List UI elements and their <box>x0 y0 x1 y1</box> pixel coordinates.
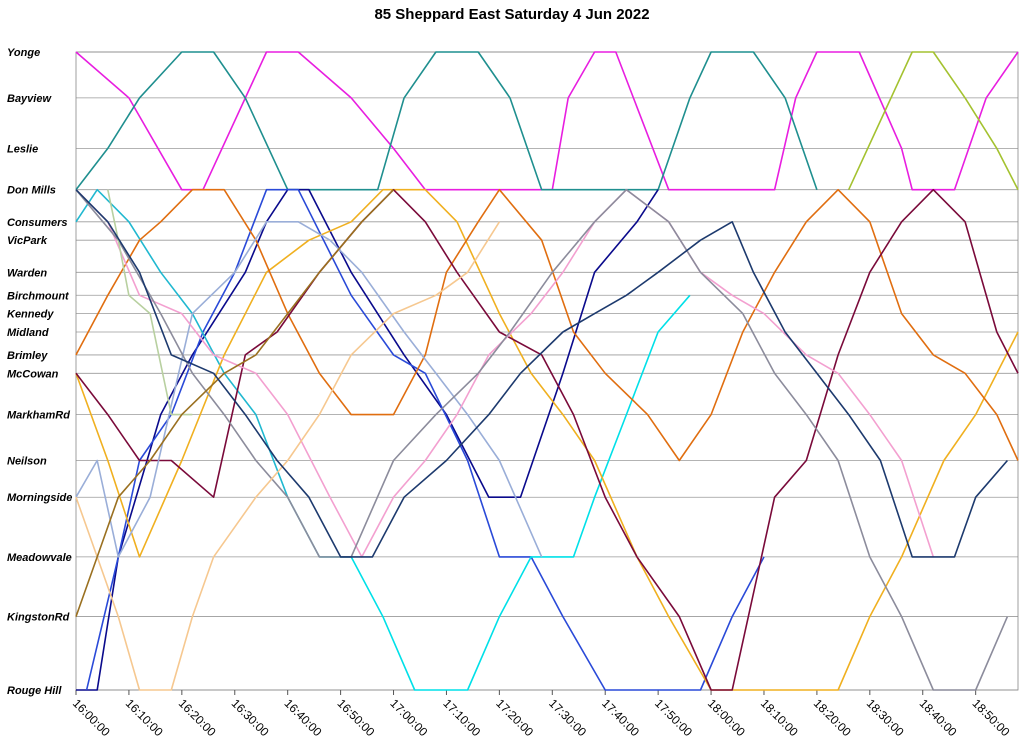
chart-title: 85 Sheppard East Saturday 4 Jun 2022 <box>374 6 650 23</box>
x-tick-label: 18:00:00 <box>705 696 748 739</box>
x-tick-label: 16:10:00 <box>123 696 166 739</box>
x-tick-label: 17:00:00 <box>387 696 430 739</box>
vehicle-trace <box>75 221 543 558</box>
x-tick-label: 16:30:00 <box>229 696 272 739</box>
vehicle-trace <box>75 188 1019 691</box>
vehicle-trace <box>107 189 193 416</box>
vehicle-trace <box>75 51 1019 191</box>
stop-label: Leslie <box>7 143 38 155</box>
stop-label: Midland <box>7 327 49 339</box>
stop-labels: Yonge Bayview Leslie Don Mills Consumers VicP… <box>7 47 72 697</box>
x-tick-label: 18:50:00 <box>970 696 1013 739</box>
stop-label: McCowan <box>7 368 59 380</box>
x-tick-label: 16:40:00 <box>282 696 325 739</box>
stop-label: Meadowvale <box>7 552 72 564</box>
series-layer <box>75 51 1019 691</box>
vehicle-trace <box>75 189 1009 558</box>
x-tick-label: 17:50:00 <box>652 696 695 739</box>
vehicle-trace <box>75 189 395 617</box>
x-tick-label: 17:20:00 <box>493 696 536 739</box>
stop-label: Morningside <box>7 492 72 504</box>
stop-label: Birchmount <box>7 290 70 302</box>
plot-frame <box>75 51 1019 691</box>
x-tick-label: 17:30:00 <box>546 696 589 739</box>
vehicle-trace <box>75 188 1019 691</box>
x-tick-label: 18:10:00 <box>758 696 801 739</box>
vehicle-trace <box>75 188 1019 462</box>
x-tick-label: 16:50:00 <box>334 696 377 739</box>
vehicle-trace <box>75 221 501 691</box>
x-tick-label: 16:00:00 <box>70 696 113 739</box>
x-tick-label: 17:10:00 <box>440 696 483 739</box>
stop-label: Don Mills <box>7 185 56 197</box>
stop-label: Yonge <box>7 47 40 59</box>
x-tick-label: 18:30:00 <box>864 696 907 739</box>
stop-label: Bayview <box>7 93 52 105</box>
vehicle-trace <box>75 188 1009 691</box>
stop-label: Brimley <box>7 350 48 362</box>
x-tick-label: 16:20:00 <box>176 696 219 739</box>
vehicle-trace <box>847 51 1019 191</box>
stop-label: KingstonRd <box>7 612 70 624</box>
stop-label: MarkhamRd <box>7 410 70 422</box>
x-tick-label: 18:20:00 <box>811 696 854 739</box>
stop-label: Kennedy <box>7 309 54 321</box>
stop-label: Neilson <box>7 456 47 468</box>
vehicle-trace <box>319 294 691 691</box>
x-tick-label: 18:40:00 <box>917 696 960 739</box>
stop-label: VicPark <box>7 235 48 247</box>
stop-label: Warden <box>7 267 47 279</box>
time-labels: 16:00:00 16:10:00 16:20:00 16:30:00 16:40:00… <box>70 696 1013 739</box>
vehicle-trace <box>75 188 935 558</box>
stop-label: Consumers <box>7 217 68 229</box>
x-tick-label: 17:40:00 <box>599 696 642 739</box>
stop-label: Rouge Hill <box>7 685 62 697</box>
vehicle-trace <box>85 188 765 691</box>
vehicle-trace <box>75 51 818 191</box>
